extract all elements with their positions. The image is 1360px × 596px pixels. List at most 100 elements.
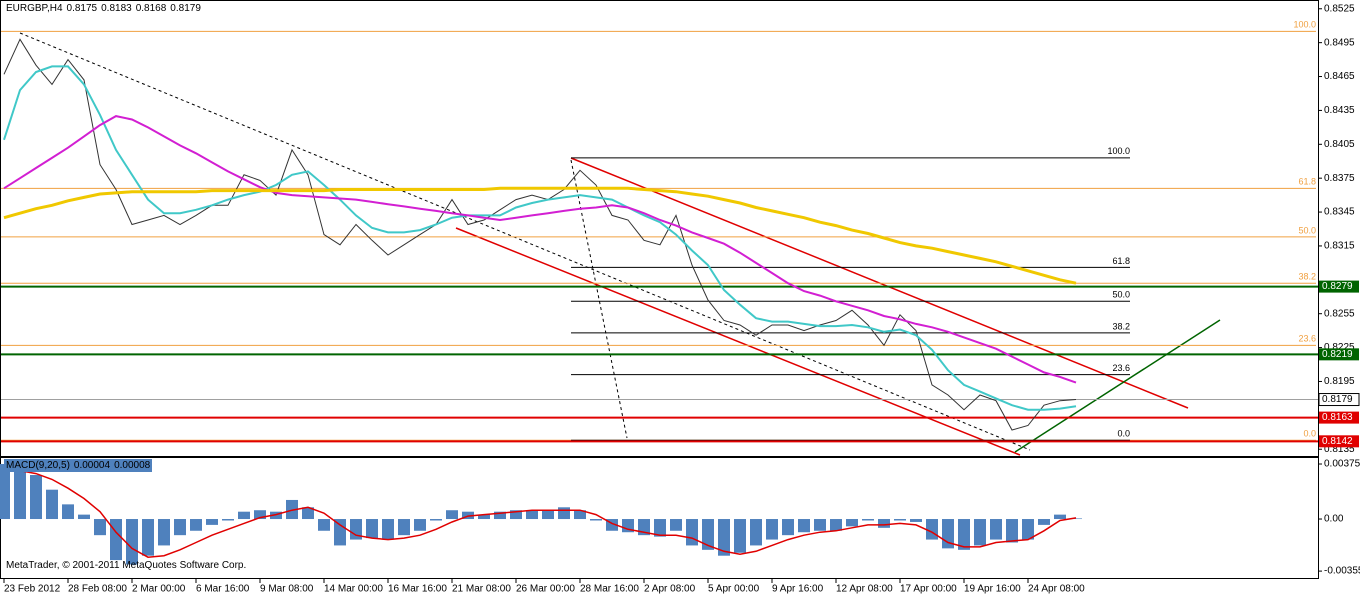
histogram-bar [814, 519, 826, 531]
histogram-bar [606, 519, 618, 531]
x-tick-label: 12 Apr 08:00 [836, 584, 893, 595]
histogram-bar [846, 519, 858, 527]
histogram-bar [110, 519, 122, 561]
price-pane [0, 0, 1319, 457]
chart-header: EURGBP,H4 0.8175 0.8183 0.8168 0.8179 [6, 3, 201, 14]
macd-main: 0.00004 [73, 460, 111, 471]
histogram-bar [302, 507, 314, 520]
histogram-bar [318, 519, 330, 531]
level-box [1319, 280, 1359, 293]
histogram-bar [670, 519, 682, 531]
histogram-bar [158, 519, 170, 546]
level-label: 0.8142 [1322, 436, 1353, 447]
fibo-label: 50.0 [1112, 290, 1130, 300]
x-tick-label: 16 Mar 16:00 [388, 584, 447, 595]
y-tick-label: 0.8315 [1324, 241, 1355, 252]
histogram-bar [798, 519, 810, 533]
histogram-bar [334, 519, 346, 546]
x-tick-label: 6 Mar 16:00 [196, 584, 250, 595]
y-tick-label: 0.00375 [1324, 459, 1360, 470]
y-tick-label: 0.8435 [1324, 105, 1355, 116]
fibo-label: 100.0 [1293, 20, 1316, 30]
histogram-bar [1054, 514, 1066, 520]
level-label: 0.8219 [1322, 349, 1353, 360]
histogram-bar [62, 504, 74, 520]
y-tick-label: 0.8525 [1324, 3, 1355, 14]
histogram-bar [734, 519, 746, 553]
histogram-bar [430, 519, 442, 521]
histogram-bar [254, 510, 266, 520]
histogram-bar [558, 507, 570, 520]
histogram-bar [718, 519, 730, 556]
histogram-bar [78, 514, 90, 520]
histogram-bar [14, 469, 26, 520]
fibo-label: 38.2 [1298, 272, 1316, 282]
histogram-bar [686, 519, 698, 546]
y-tick-label: 0.00 [1324, 514, 1344, 525]
histogram-bar [878, 519, 890, 528]
histogram-bar [1038, 519, 1050, 525]
fibo-label: 61.8 [1112, 256, 1130, 266]
histogram-bar [590, 519, 602, 521]
fibo-label: 50.0 [1298, 225, 1316, 235]
trend-line [570, 159, 628, 439]
macd-signal: 0.00008 [114, 460, 151, 471]
histogram-bar [222, 519, 234, 521]
symbol: EURGBP,H4 [6, 3, 63, 14]
histogram-bar [830, 519, 842, 531]
macd-pane [0, 457, 1319, 579]
histogram-bar [526, 510, 538, 520]
x-tick-label: 9 Mar 08:00 [260, 584, 314, 595]
x-tick-label: 14 Mar 00:00 [324, 584, 383, 595]
y-tick-label: 0.8135 [1324, 444, 1355, 455]
fibo-label: 0.0 [1117, 429, 1130, 439]
open: 0.8175 [66, 3, 98, 14]
histogram-bar [174, 519, 186, 536]
fibo-label: 0.0 [1303, 429, 1316, 439]
level-box [1319, 411, 1359, 424]
high: 0.8183 [101, 3, 132, 14]
histogram-bar [1022, 519, 1034, 540]
x-tick-label: 19 Apr 16:00 [964, 584, 1021, 595]
histogram-bar [1070, 518, 1082, 520]
histogram-bar [126, 519, 138, 565]
fibo-label: 23.6 [1298, 334, 1316, 344]
histogram-bar [894, 519, 906, 521]
y-tick-label: 0.8375 [1324, 173, 1355, 184]
histogram-bar [478, 514, 490, 520]
histogram-bar [190, 519, 202, 531]
histogram-bar [958, 519, 970, 550]
level-label: 0.8279 [1322, 281, 1353, 292]
x-tick-label: 5 Apr 00:00 [708, 584, 760, 595]
histogram-bar [414, 519, 426, 531]
trend-line [19, 32, 1031, 451]
fibo-label: 38.2 [1112, 321, 1130, 331]
series-line [3, 115, 1077, 384]
series-line [3, 38, 1077, 431]
histogram-bar [30, 475, 42, 520]
macd-header: MACD(9,20,5) 0.00004 0.00008 [4, 459, 153, 472]
low: 0.8168 [135, 3, 167, 14]
macd-title: MACD(9,20,5) [6, 460, 70, 471]
copyright: MetaTrader, © 2001-2011 MetaQuotes Softw… [6, 560, 247, 571]
y-tick-label: 0.8195 [1324, 376, 1355, 387]
x-tick-label: 28 Mar 16:00 [580, 584, 639, 595]
y-tick-label: 0.8345 [1324, 207, 1355, 218]
x-tick-label: 23 Feb 2012 [4, 584, 61, 595]
histogram-bar [446, 510, 458, 520]
fibo-label: 61.8 [1298, 177, 1316, 187]
histogram-bar [142, 519, 154, 556]
histogram-bar [862, 519, 874, 521]
y-tick-label: -0.00355 [1324, 566, 1360, 577]
histogram-bar [542, 510, 554, 520]
x-tick-label: 28 Feb 08:00 [68, 584, 127, 595]
histogram-bar [990, 519, 1002, 540]
bid-box [1318, 393, 1360, 407]
histogram-bar [974, 519, 986, 546]
level-box [1319, 348, 1359, 361]
level-box [1319, 435, 1359, 448]
histogram-bar [766, 519, 778, 540]
series-line [3, 468, 1077, 558]
x-tick-label: 24 Apr 08:00 [1028, 584, 1085, 595]
